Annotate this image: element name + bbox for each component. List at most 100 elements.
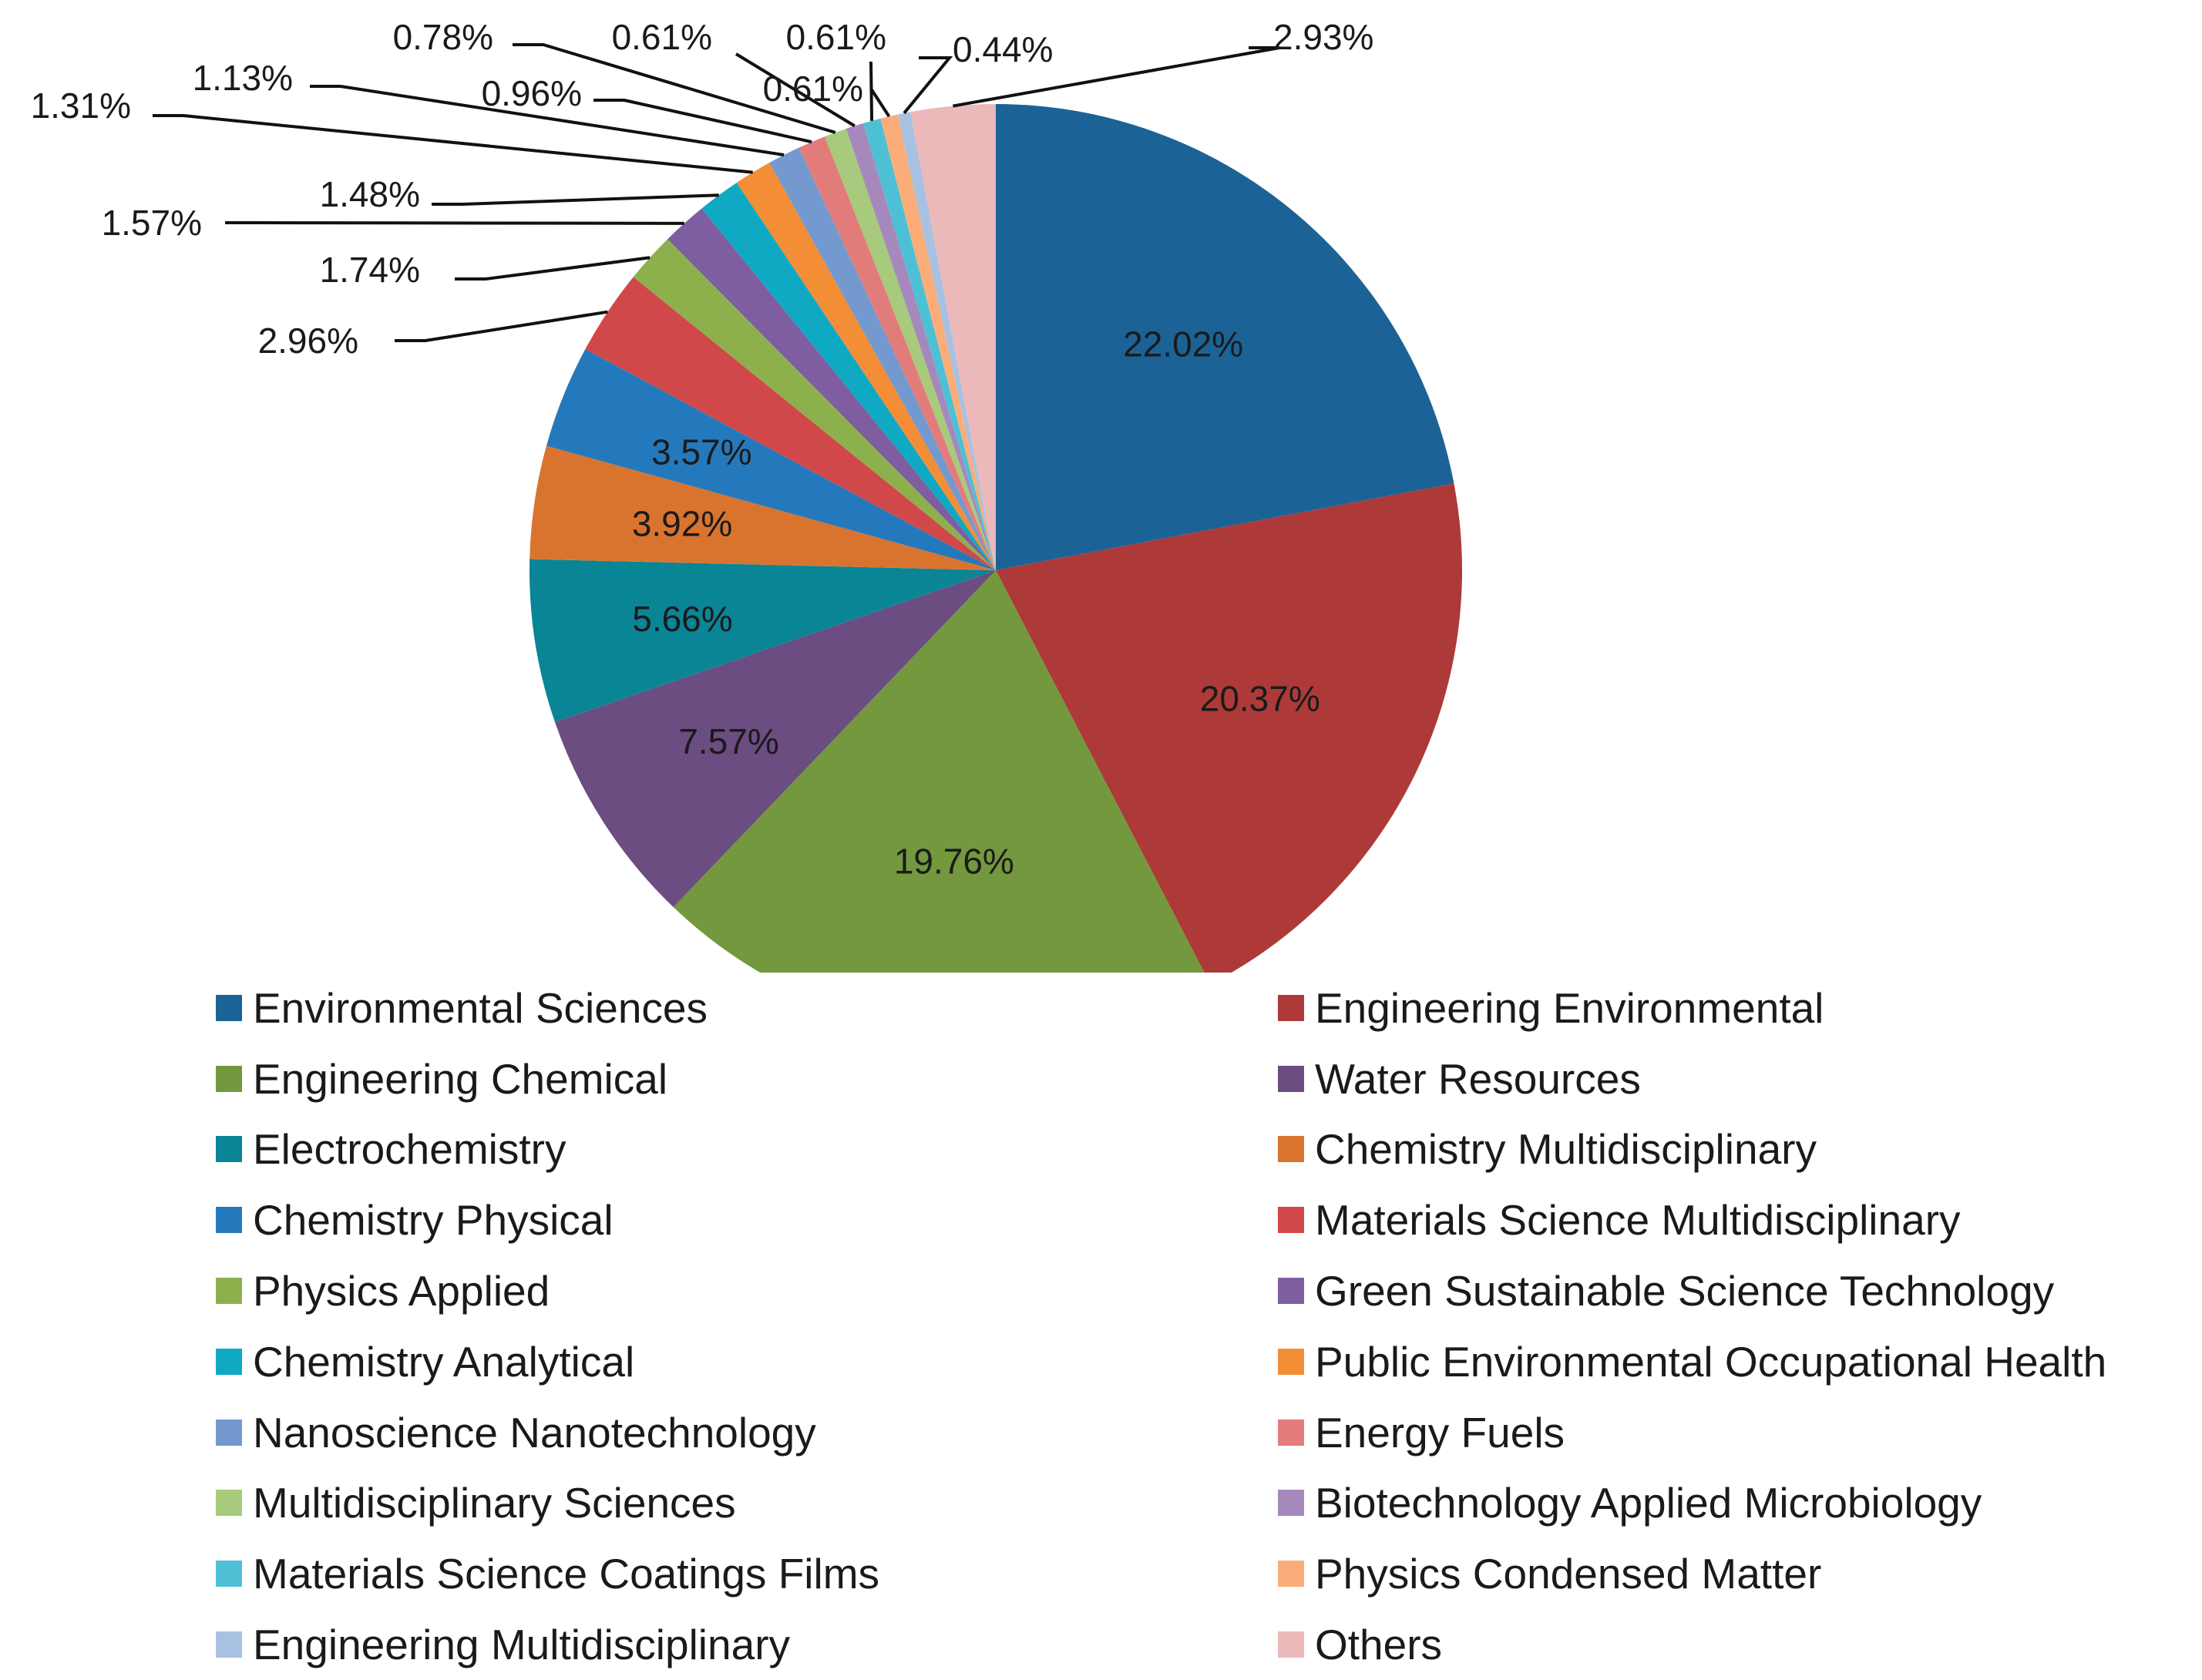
leader-line-multidisciplinary-sciences bbox=[513, 43, 836, 134]
legend-label: Nanoscience Nanotechnology bbox=[253, 1408, 816, 1457]
pie-slice-materials-science-coatings-films bbox=[862, 118, 996, 570]
legend-swatch bbox=[1278, 1631, 1304, 1658]
leader-line-engineering-multidisciplinary bbox=[903, 56, 953, 115]
data-label-others: 2.93% bbox=[1273, 17, 1373, 57]
legend-item-others: Others bbox=[1278, 1609, 2189, 1680]
legend-item-multidisciplinary-sciences: Multidisciplinary Sciences bbox=[216, 1468, 1278, 1539]
legend-label: Electrochemistry bbox=[253, 1125, 566, 1174]
data-label-electrochemistry: 5.66% bbox=[632, 599, 732, 639]
legend-swatch bbox=[1278, 1561, 1304, 1588]
legend-label: Engineering Multidisciplinary bbox=[253, 1621, 791, 1669]
legend-item-chemistry-analytical: Chemistry Analytical bbox=[216, 1326, 1278, 1397]
legend-swatch bbox=[216, 1490, 242, 1517]
data-label-physics-applied: 1.74% bbox=[320, 250, 420, 290]
pie-slice-engineering-chemical bbox=[673, 570, 1205, 973]
legend-item-materials-science-multidisciplinary: Materials Science Multidisciplinary bbox=[1278, 1184, 2189, 1255]
leader-line-materials-science-multidisciplinary bbox=[395, 310, 608, 342]
data-labels: 22.02% 20.37% 19.76% 7.57% 5.66% 3.92% 3.57% 2.… bbox=[31, 17, 1374, 881]
pie-chart: 22.02% 20.37% 19.76% 7.57% 5.66% 3.92% 3.57% 2.… bbox=[31, 17, 1462, 973]
legend-item-engineering-environmental: Engineering Environmental bbox=[1278, 973, 2189, 1043]
legend-swatch bbox=[1278, 994, 1304, 1021]
legend-label: Physics Condensed Matter bbox=[1315, 1550, 1822, 1598]
data-label-physics-condensed-matter: 0.61% bbox=[763, 69, 863, 109]
legend-swatch bbox=[1278, 1065, 1304, 1092]
legend-item-public-environmental-occupational-health: Public Environmental Occupational Health bbox=[1278, 1326, 2189, 1397]
legend-item-energy-fuels: Energy Fuels bbox=[1278, 1397, 2189, 1468]
data-label-chemistry-multidisciplinary: 3.92% bbox=[632, 504, 732, 544]
legend-label: Public Environmental Occupational Health bbox=[1315, 1337, 2107, 1386]
legend-label: Biotechnology Applied Microbiology bbox=[1315, 1479, 1982, 1527]
pie-slice-chemistry-analytical bbox=[701, 183, 996, 570]
legend-label: Water Resources bbox=[1315, 1054, 1641, 1103]
pie-slice-chemistry-physical bbox=[546, 348, 996, 570]
legend-swatch bbox=[216, 1207, 242, 1234]
leader-line-others bbox=[953, 46, 1280, 108]
legend-label: Chemistry Analytical bbox=[253, 1337, 635, 1386]
legend-item-environmental-sciences: Environmental Sciences bbox=[216, 973, 1278, 1043]
leader-line-physics-applied bbox=[455, 256, 651, 281]
legend: Environmental Sciences Engineering Enviro… bbox=[216, 973, 2189, 1680]
pie-slice-nanoscience-nanotechnology bbox=[769, 147, 996, 570]
data-label-chemistry-physical: 3.57% bbox=[651, 432, 751, 472]
leader-line-physics-condensed-matter bbox=[869, 87, 891, 118]
legend-item-nanoscience-nanotechnology: Nanoscience Nanotechnology bbox=[216, 1397, 1278, 1468]
pie-slice-green-sustainable-science-technology bbox=[667, 208, 996, 570]
leader-line-energy-fuels bbox=[593, 99, 812, 144]
data-label-engineering-multidisciplinary: 0.44% bbox=[953, 29, 1053, 69]
pie-slice-physics-applied bbox=[633, 239, 996, 570]
data-label-biotechnology-applied-microbiology: 0.61% bbox=[612, 17, 712, 57]
legend-label: Engineering Environmental bbox=[1315, 983, 1824, 1032]
legend-item-biotechnology-applied-microbiology: Biotechnology Applied Microbiology bbox=[1278, 1468, 2189, 1539]
legend-item-engineering-multidisciplinary: Engineering Multidisciplinary bbox=[216, 1609, 1278, 1680]
legend-swatch bbox=[1278, 1278, 1304, 1305]
leader-line-public-environmental-occupational-health bbox=[153, 114, 753, 174]
legend-item-engineering-chemical: Engineering Chemical bbox=[216, 1043, 1278, 1114]
legend-item-physics-applied: Physics Applied bbox=[216, 1255, 1278, 1326]
pie-slice-others bbox=[910, 104, 996, 570]
leader-line-chemistry-analytical bbox=[432, 193, 719, 206]
data-label-chemistry-analytical: 1.48% bbox=[320, 174, 420, 214]
pie-slice-environmental-sciences bbox=[996, 104, 1454, 570]
legend-item-green-sustainable-science-technology: Green Sustainable Science Technology bbox=[1278, 1255, 2189, 1326]
data-label-engineering-environmental: 20.37% bbox=[1200, 679, 1320, 719]
legend-item-water-resources: Water Resources bbox=[1278, 1043, 2189, 1114]
pie-slice-materials-science-multidisciplinary bbox=[585, 277, 996, 570]
pie-slice-engineering-multidisciplinary bbox=[897, 112, 996, 570]
pie-slice-public-environmental-occupational-health bbox=[736, 163, 996, 571]
legend-item-electrochemistry: Electrochemistry bbox=[216, 1114, 1278, 1185]
legend-label: Chemistry Multidisciplinary bbox=[1315, 1125, 1817, 1174]
data-label-water-resources: 7.57% bbox=[678, 721, 778, 761]
legend-item-chemistry-multidisciplinary: Chemistry Multidisciplinary bbox=[1278, 1114, 2189, 1185]
pie-slices bbox=[529, 104, 1462, 973]
legend-item-chemistry-physical: Chemistry Physical bbox=[216, 1184, 1278, 1255]
legend-swatch bbox=[216, 1278, 242, 1305]
legend-swatch bbox=[216, 1419, 242, 1446]
legend-label: Multidisciplinary Sciences bbox=[253, 1479, 736, 1527]
leader-line-biotechnology-applied-microbiology bbox=[735, 52, 856, 128]
legend-label: Environmental Sciences bbox=[253, 983, 708, 1032]
pie-slice-energy-fuels bbox=[798, 136, 996, 570]
legend-swatch bbox=[216, 1561, 242, 1588]
data-label-public-environmental-occupational-health: 1.31% bbox=[31, 86, 131, 126]
data-label-multidisciplinary-sciences: 0.78% bbox=[393, 17, 493, 57]
legend-swatch bbox=[216, 994, 242, 1021]
legend-label: Engineering Chemical bbox=[253, 1054, 668, 1103]
pie-slice-water-resources bbox=[554, 570, 996, 908]
legend-label: Materials Science Coatings Films bbox=[253, 1550, 880, 1598]
data-label-materials-science-coatings-films: 0.61% bbox=[786, 17, 886, 57]
pie-slice-physics-condensed-matter bbox=[880, 114, 996, 570]
legend-label: Energy Fuels bbox=[1315, 1408, 1565, 1457]
data-label-green-sustainable-science-technology: 1.57% bbox=[102, 203, 202, 243]
legend-swatch bbox=[1278, 1419, 1304, 1446]
legend-label: Physics Applied bbox=[253, 1267, 550, 1315]
legend-swatch bbox=[1278, 1136, 1304, 1163]
pie-slice-chemistry-multidisciplinary bbox=[529, 445, 996, 570]
legend-swatch bbox=[1278, 1348, 1304, 1375]
legend-swatch bbox=[1278, 1490, 1304, 1517]
legend-label: Others bbox=[1315, 1621, 1443, 1669]
data-label-engineering-chemical: 19.76% bbox=[894, 841, 1014, 881]
legend-swatch bbox=[216, 1631, 242, 1658]
pie-slice-electrochemistry bbox=[529, 559, 996, 723]
data-label-nanoscience-nanotechnology: 1.13% bbox=[193, 58, 293, 98]
data-label-environmental-sciences: 22.02% bbox=[1123, 324, 1243, 364]
